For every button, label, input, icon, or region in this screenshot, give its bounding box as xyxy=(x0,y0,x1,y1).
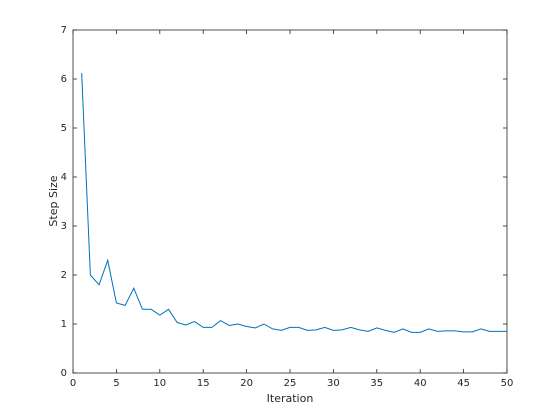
x-tick-label: 40 xyxy=(414,378,427,389)
y-tick-label: 6 xyxy=(61,74,67,85)
x-tick-label: 20 xyxy=(240,378,253,389)
x-tick-label: 35 xyxy=(370,378,383,389)
y-tick-label: 1 xyxy=(61,319,67,330)
y-tick-label: 7 xyxy=(61,25,67,36)
x-axis-label: Iteration xyxy=(267,392,314,405)
y-tick-label: 0 xyxy=(61,368,67,379)
x-tick-label: 10 xyxy=(153,378,166,389)
data-line xyxy=(81,73,507,333)
x-tick-label: 30 xyxy=(327,378,340,389)
axes-box xyxy=(72,29,508,374)
y-tick-label: 2 xyxy=(61,270,67,281)
y-tick-label: 4 xyxy=(61,172,67,183)
y-axis-label: Step Size xyxy=(47,175,60,226)
x-tick-label: 50 xyxy=(501,378,514,389)
x-tick-label: 0 xyxy=(70,378,76,389)
x-tick-label: 5 xyxy=(113,378,119,389)
x-tick-label: 25 xyxy=(284,378,297,389)
y-tick-label: 3 xyxy=(61,221,67,232)
y-tick-label: 5 xyxy=(61,123,67,134)
x-tick-label: 45 xyxy=(457,378,470,389)
x-tick-label: 15 xyxy=(197,378,210,389)
